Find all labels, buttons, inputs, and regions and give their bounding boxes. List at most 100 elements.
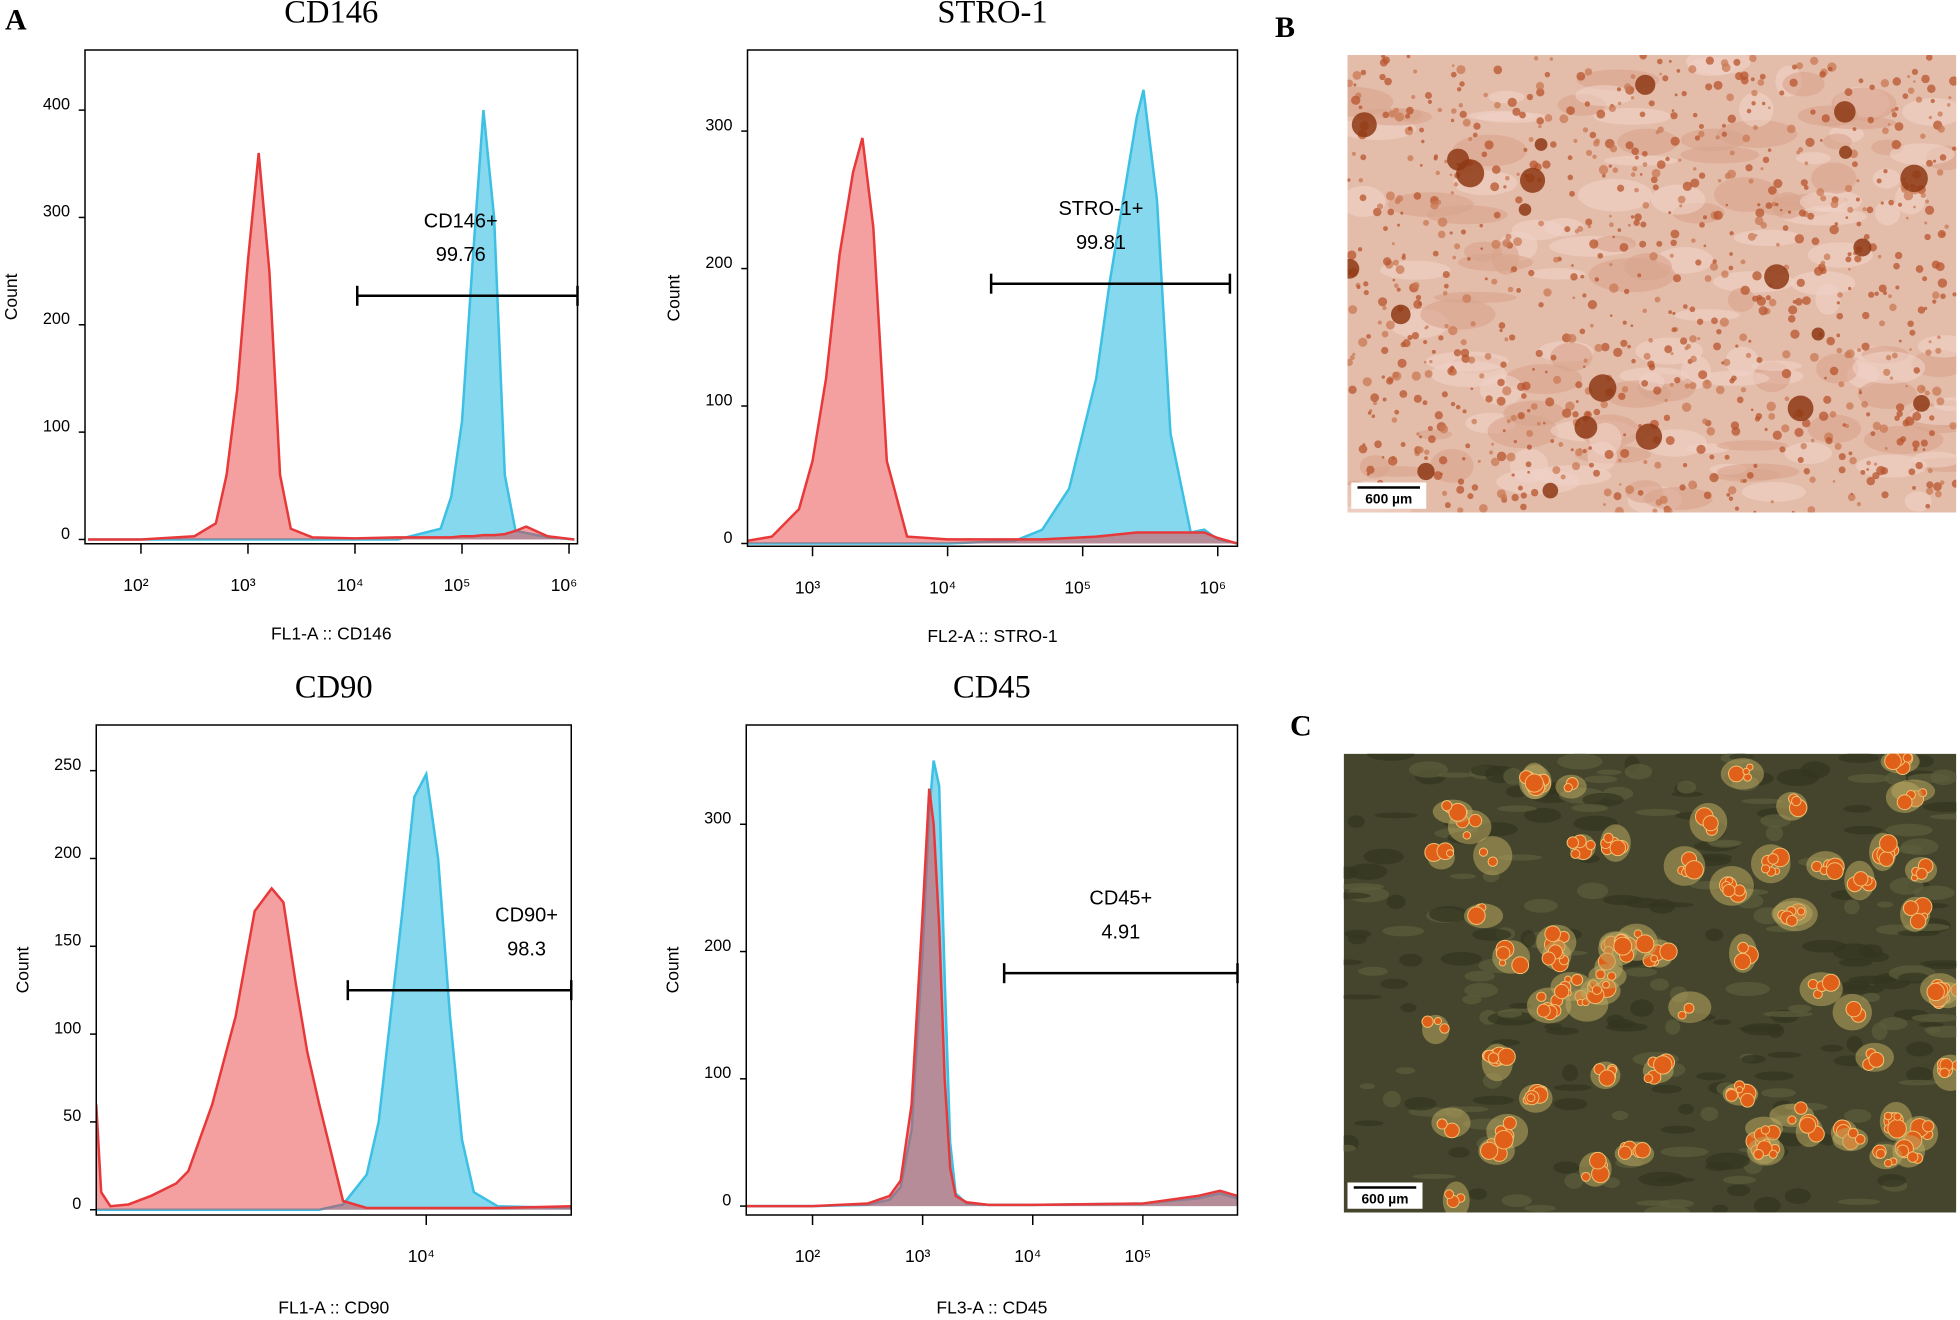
texture [1406,106,1414,115]
texture [1803,185,1809,190]
texture [1617,101,1622,106]
y-tick-label: 250 [54,756,81,774]
texture [1825,862,1844,880]
texture [1604,449,1614,459]
texture [1358,337,1368,347]
texture [1500,361,1507,368]
texture [1480,1141,1499,1160]
texture [1484,353,1492,360]
gate-percent: 98.3 [507,938,546,960]
texture [1820,195,1827,202]
texture [1491,442,1495,446]
texture [1411,331,1420,340]
texture [1848,286,1852,291]
texture [1566,106,1575,115]
texture [1668,211,1672,215]
gate-name: CD90+ [495,905,558,927]
texture [1921,74,1930,84]
texture [1505,233,1512,240]
texture [1696,1072,1727,1081]
texture [1810,438,1815,443]
texture [1462,409,1467,414]
texture [1811,237,1820,246]
texture [1538,220,1545,227]
y-tick-label: 50 [63,1107,81,1125]
texture [1634,213,1642,222]
texture [1907,320,1914,327]
texture [1709,473,1719,483]
texture [1771,201,1777,207]
texture [1524,773,1544,793]
texture [1481,151,1488,158]
texture [1672,311,1676,316]
texture [1468,137,1473,142]
texture [1858,388,1862,392]
texture [1588,374,1617,402]
texture [1829,225,1839,235]
texture [1926,481,1934,489]
texture [1728,486,1737,495]
histogram-area [746,760,1238,1207]
texture [1874,291,1879,296]
texture [1809,476,1816,483]
texture [1609,314,1613,317]
gate-percent: 99.81 [1076,232,1126,254]
texture [1935,262,1945,272]
y-axis-label: Count [664,275,684,322]
texture [1790,329,1800,339]
texture [1878,284,1887,293]
texture [1809,352,1819,362]
texture [1915,96,1923,103]
texture [1819,71,1826,78]
texture [1735,1086,1744,1094]
texture [1759,73,1766,80]
texture [1810,109,1816,115]
texture [1585,149,1593,157]
texture [1925,199,1929,204]
texture [1642,162,1648,167]
texture [1794,427,1804,437]
texture [1611,1110,1629,1121]
texture [1925,503,1931,509]
plot-frame [746,49,1239,547]
texture [1698,123,1704,129]
texture [1750,408,1754,412]
texture [1400,1003,1417,1013]
texture [1594,277,1600,282]
texture [1888,294,1892,299]
texture [1721,131,1728,137]
texture [1726,1184,1751,1197]
texture [1820,1044,1844,1052]
texture [1362,443,1366,446]
texture [1617,1145,1633,1160]
texture [1358,966,1388,976]
texture [1715,385,1725,395]
texture [1367,411,1372,415]
texture [1716,328,1722,335]
texture [1544,114,1553,122]
texture [1929,415,1935,421]
texture [1553,375,1562,384]
texture [1443,283,1449,289]
texture [1767,148,1772,152]
texture [1462,994,1482,1005]
texture [1757,79,1765,86]
texture [1665,1019,1681,1035]
texture [1678,158,1682,162]
texture [1703,244,1707,248]
texture [1437,107,1443,113]
texture [1768,413,1776,420]
texture [1511,473,1515,477]
texture [1436,1118,1448,1130]
texture [1564,1173,1584,1189]
texture [1832,1127,1869,1152]
texture [1722,123,1726,128]
texture [1589,462,1594,468]
texture [1584,775,1618,784]
texture [1705,1152,1750,1170]
texture [1635,74,1656,95]
texture [1478,847,1489,857]
texture [1343,994,1382,1000]
texture [1608,164,1612,168]
texture [1877,1174,1907,1188]
